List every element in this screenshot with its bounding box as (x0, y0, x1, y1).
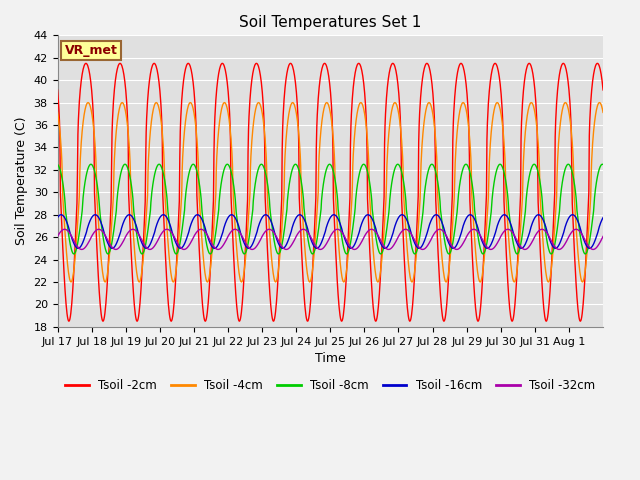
Legend: Tsoil -2cm, Tsoil -4cm, Tsoil -8cm, Tsoil -16cm, Tsoil -32cm: Tsoil -2cm, Tsoil -4cm, Tsoil -8cm, Tsoi… (60, 374, 600, 396)
Y-axis label: Soil Temperature (C): Soil Temperature (C) (15, 117, 28, 245)
Text: VR_met: VR_met (65, 44, 118, 57)
X-axis label: Time: Time (315, 352, 346, 365)
Title: Soil Temperatures Set 1: Soil Temperatures Set 1 (239, 15, 422, 30)
